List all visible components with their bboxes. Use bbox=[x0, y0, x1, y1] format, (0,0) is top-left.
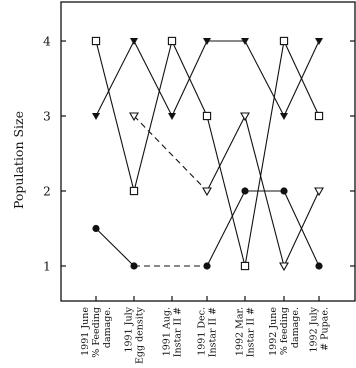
x-tick-label-line: 1991 June bbox=[80, 307, 91, 356]
y-axis: 1 2 3 4 bbox=[43, 35, 355, 274]
x-tick-label-line: Instar II # bbox=[208, 307, 219, 357]
x-tick-label-line: % feeding bbox=[279, 307, 290, 355]
data-point bbox=[167, 36, 177, 46]
series-segment bbox=[95, 40, 135, 192]
data-point bbox=[203, 38, 211, 45]
data-point bbox=[92, 224, 100, 233]
data-point bbox=[280, 113, 288, 120]
series-3 bbox=[92, 187, 323, 270]
data-point bbox=[129, 186, 139, 196]
y-tick-label: 2 bbox=[43, 185, 51, 199]
data-point bbox=[203, 262, 211, 270]
x-tick-label-line: 1991 Dec. bbox=[197, 307, 208, 356]
series-segment bbox=[95, 40, 135, 117]
data-point bbox=[202, 111, 212, 121]
x-axis: 1991 June% Feeding damage. 1991 July Egg de… bbox=[80, 296, 331, 364]
series-1 bbox=[91, 36, 324, 271]
series-segment bbox=[244, 40, 285, 117]
plot-frame bbox=[60, 1, 356, 302]
y-axis-label: Population Size bbox=[11, 111, 26, 209]
series-segment bbox=[133, 40, 173, 117]
data-point bbox=[315, 262, 323, 270]
data-point bbox=[314, 187, 324, 197]
x-tick-label: 1992 July # Pupae. bbox=[309, 306, 331, 352]
series-segment bbox=[283, 190, 320, 267]
series-segment bbox=[95, 228, 135, 267]
series-segment bbox=[244, 40, 285, 267]
data-point bbox=[314, 111, 324, 121]
x-tick-label-line: Egg density bbox=[135, 306, 146, 364]
series-segment bbox=[133, 115, 208, 192]
y-tick-label: 4 bbox=[43, 35, 51, 49]
series-segment bbox=[206, 115, 246, 267]
x-tick-label-line: % Feeding bbox=[91, 307, 102, 358]
series-2 bbox=[129, 112, 324, 272]
data-point bbox=[92, 113, 100, 120]
x-tick-label-line: damage. bbox=[290, 307, 301, 348]
data-point bbox=[241, 38, 249, 45]
data-point bbox=[91, 36, 101, 46]
series-segment bbox=[283, 40, 320, 117]
x-tick-label: 1991 Aug. Instar II # bbox=[162, 307, 184, 357]
x-tick-label: 1991 June% Feeding damage. bbox=[80, 307, 113, 358]
series-layer bbox=[91, 36, 324, 272]
data-point bbox=[241, 187, 249, 195]
x-tick-label-line: 1992 June bbox=[268, 307, 279, 356]
y-tick-label: 3 bbox=[43, 110, 51, 124]
data-point bbox=[130, 38, 138, 45]
x-tick-label-line: damage. bbox=[102, 307, 113, 348]
data-point bbox=[129, 112, 139, 122]
y-tick-label: 1 bbox=[43, 260, 51, 274]
x-tick-label-line: Instar II # bbox=[173, 307, 184, 357]
series-segment bbox=[133, 40, 173, 192]
x-tick-label: 1992 June% feeding damage. bbox=[268, 307, 301, 356]
x-tick-label: 1991 Dec. Instar II # bbox=[197, 307, 219, 357]
data-point bbox=[130, 262, 138, 270]
x-tick-label-line: # Pupae. bbox=[320, 307, 331, 351]
x-tick-label: 1992 Mar. Instar II # bbox=[235, 307, 257, 357]
x-tick-label-line: 1991 Aug. bbox=[162, 307, 173, 356]
data-point bbox=[202, 187, 212, 197]
x-tick-label-line: 1991 July bbox=[124, 306, 135, 352]
data-point bbox=[279, 36, 289, 46]
data-point bbox=[280, 187, 288, 195]
data-point bbox=[240, 112, 250, 122]
x-tick-label-line: Instar II # bbox=[246, 307, 257, 357]
data-point bbox=[315, 38, 323, 45]
x-tick-label-line: 1992 July bbox=[309, 306, 320, 352]
data-point bbox=[168, 113, 176, 120]
data-point bbox=[279, 262, 289, 272]
x-tick-label-line: 1992 Mar. bbox=[235, 307, 246, 356]
series-segment bbox=[206, 115, 246, 192]
x-tick-label: 1991 July Egg density bbox=[124, 306, 146, 364]
series-segment bbox=[206, 190, 246, 267]
data-point bbox=[240, 261, 250, 271]
series-segment bbox=[171, 40, 208, 117]
